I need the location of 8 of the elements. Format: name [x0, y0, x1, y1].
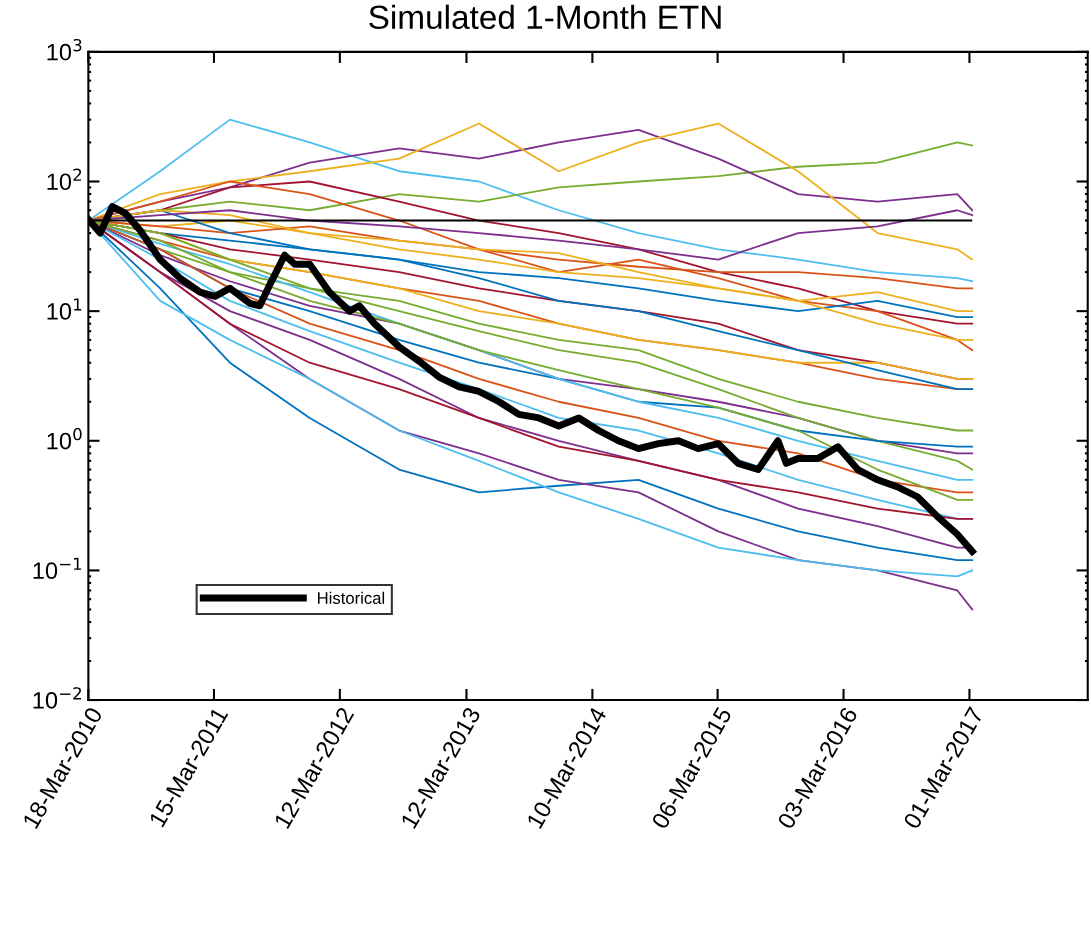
y-tick-label: 10$^{2}$	[47, 168, 82, 191]
text: Historical	[318, 591, 385, 604]
y-tick-label: 10$^{3}$	[47, 38, 82, 61]
y-tick-label: 10$^{−1}$	[33, 557, 82, 580]
chart-title: Simulated 1-Month ETN	[369, 4, 721, 30]
y-tick-label: 10$^{1}$	[47, 298, 82, 320]
y-tick-label: 10$^{−2}$	[33, 687, 81, 709]
y-tick-label: 10$^{0}$	[47, 427, 82, 450]
